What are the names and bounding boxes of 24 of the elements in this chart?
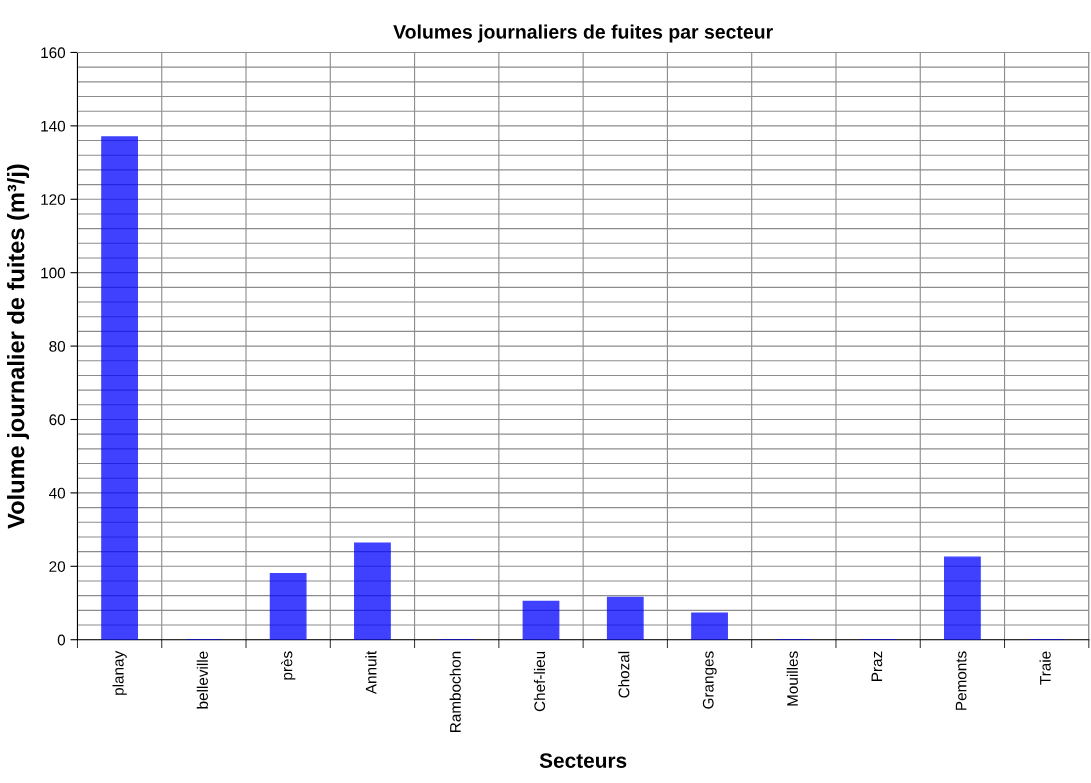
y-tick-label: 20 — [49, 561, 66, 572]
x-tick-label: Rambochon — [449, 651, 461, 732]
y-tick-label: 120 — [41, 194, 66, 205]
y-tick-label: 80 — [49, 340, 66, 352]
x-tick-label: Pemonts — [955, 651, 967, 710]
x-tick-label: Mouilles — [786, 651, 798, 706]
y-tick-label: 140 — [41, 120, 66, 132]
y-tick-label: 40 — [49, 487, 66, 499]
x-tick-label: Chozal — [618, 651, 630, 698]
y-tick-label: 0 — [57, 634, 66, 646]
x-tick-label: planay — [112, 650, 127, 695]
y-tick-label: 60 — [49, 414, 66, 426]
x-tick-label: belleville — [196, 651, 208, 709]
x-tick-label: Praz — [871, 651, 883, 681]
y-tick-label: 100 — [41, 267, 66, 279]
x-tick-label: près — [280, 651, 296, 680]
x-axis-title: Secteurs — [539, 753, 627, 768]
chart-title: Volumes journaliers de fuites par secteur — [393, 24, 773, 43]
x-tick-label: Granges — [702, 651, 717, 709]
y-tick-label: 160 — [41, 47, 66, 59]
y-axis-title: Volume journalier de fuites (m³/j) — [7, 164, 30, 529]
x-tick-label: Traie — [1039, 651, 1051, 685]
x-tick-label: Annuit — [365, 650, 377, 695]
x-tick-label: Chef-lieu — [533, 651, 546, 712]
